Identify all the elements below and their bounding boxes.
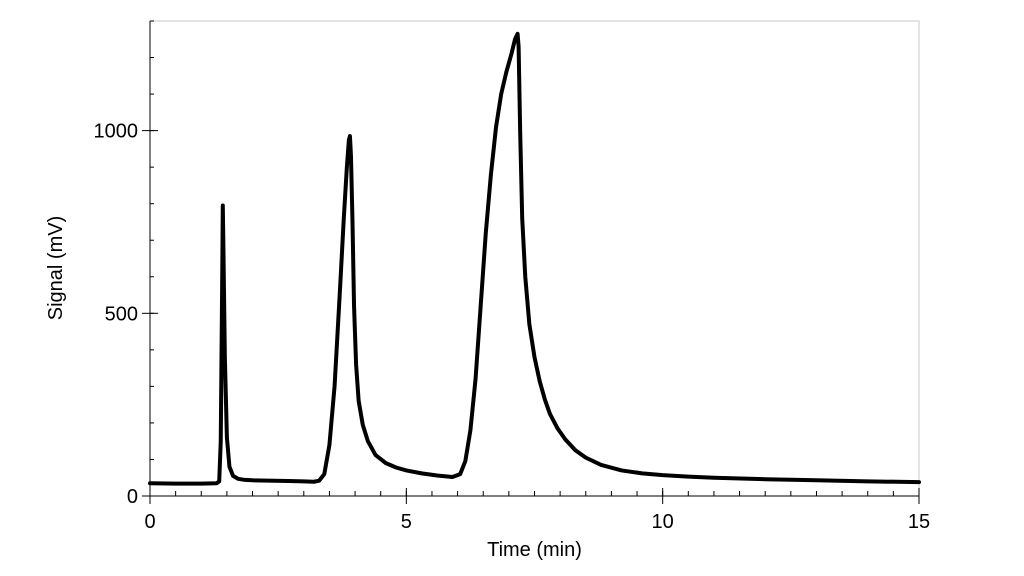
x-tick-label: 5 xyxy=(401,511,412,533)
x-axis-title: Time (min) xyxy=(487,539,582,561)
minor-ticks xyxy=(149,20,920,497)
y-tick-label: 1000 xyxy=(94,121,139,143)
x-tick-label: 15 xyxy=(908,511,930,533)
signal-trace-line xyxy=(148,31,921,486)
x-tick-label: 0 xyxy=(144,511,155,533)
x-tick-label: 10 xyxy=(652,511,674,533)
x-tick-labels: 0 5 10 15 xyxy=(144,511,930,533)
plot-frame xyxy=(149,20,920,497)
y-tick-label: 0 xyxy=(127,486,138,508)
y-axis-title: Signal (mV) xyxy=(45,216,67,320)
y-tick-label: 500 xyxy=(105,303,138,325)
y-tick-labels: 0 500 1000 xyxy=(94,121,139,508)
